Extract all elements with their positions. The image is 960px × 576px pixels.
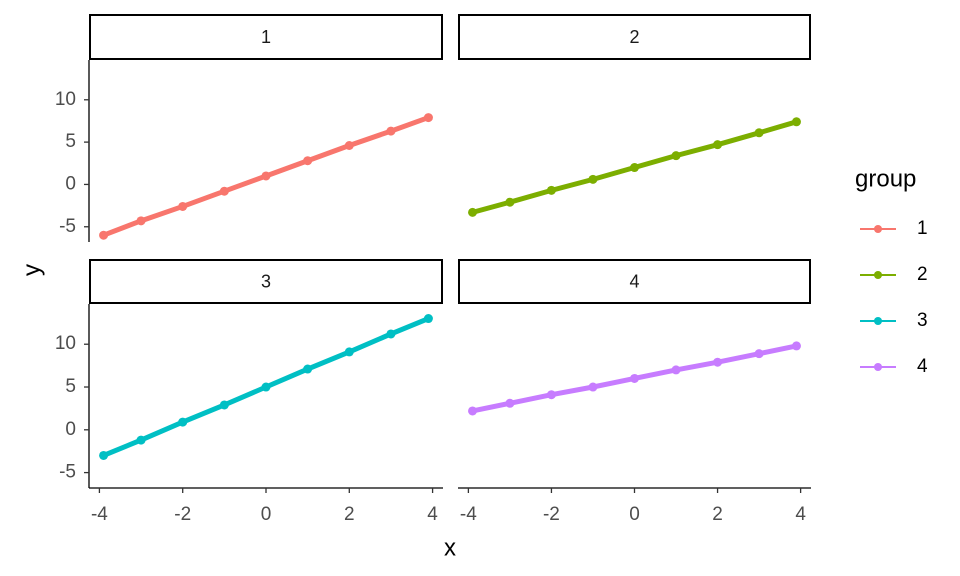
y-tick-label: 10 — [55, 333, 76, 354]
legend-label: 2 — [917, 264, 928, 285]
point — [588, 174, 598, 184]
point — [713, 140, 723, 150]
point — [754, 349, 764, 359]
x-tick-label: 2 — [344, 504, 355, 525]
x-axis-label: x — [444, 534, 456, 561]
point — [303, 156, 313, 166]
legend-title: group — [855, 165, 916, 192]
point — [630, 163, 639, 173]
y-tick-label: 0 — [65, 173, 76, 194]
facet-strip — [458, 259, 811, 304]
y-tick-label: -5 — [59, 462, 76, 483]
point — [671, 151, 681, 161]
point — [219, 400, 229, 410]
facet-label: 3 — [261, 271, 271, 291]
x-tick-label: -2 — [174, 504, 191, 525]
x-tick-label: -4 — [91, 504, 108, 525]
y-tick-label: 5 — [65, 131, 76, 152]
point — [671, 365, 681, 375]
point — [344, 140, 354, 150]
point — [386, 329, 396, 339]
point — [505, 398, 515, 408]
facet-label: 2 — [629, 27, 639, 47]
x-tick-label: 0 — [629, 504, 640, 525]
point — [791, 341, 801, 351]
point — [423, 314, 433, 324]
point — [546, 185, 556, 195]
legend-label: 4 — [917, 356, 928, 377]
point — [505, 197, 515, 207]
point — [136, 216, 146, 226]
legend-key-point — [874, 271, 882, 279]
point — [423, 113, 433, 123]
point — [791, 117, 801, 127]
x-tick-label: 2 — [712, 504, 723, 525]
x-tick-label: -4 — [460, 504, 477, 525]
y-tick-label: 0 — [65, 419, 76, 440]
y-tick-label: 10 — [55, 89, 76, 110]
point — [468, 406, 478, 416]
facet-label: 4 — [629, 271, 639, 291]
point — [630, 373, 639, 383]
point — [386, 126, 396, 136]
x-tick-label: -2 — [543, 504, 560, 525]
facet-strip — [89, 259, 443, 304]
facet-strip — [458, 14, 811, 60]
facet-label: 1 — [261, 27, 271, 47]
y-tick-label: -5 — [59, 216, 76, 237]
point — [136, 435, 146, 445]
point — [99, 230, 109, 240]
point — [219, 186, 229, 196]
point — [588, 382, 598, 392]
legend-label: 1 — [917, 218, 928, 239]
point — [261, 171, 271, 181]
point — [713, 357, 723, 367]
x-tick-label: 0 — [261, 504, 272, 525]
x-tick-label: 4 — [427, 504, 438, 525]
point — [178, 201, 188, 211]
y-tick-label: 5 — [65, 376, 76, 397]
legend-key-point — [874, 317, 882, 325]
legend-key-point — [874, 225, 882, 233]
point — [303, 364, 313, 374]
legend-key-point — [874, 363, 882, 371]
point — [468, 207, 478, 217]
point — [344, 347, 354, 357]
point — [99, 450, 109, 460]
legend-label: 3 — [917, 310, 928, 331]
y-axis-label: y — [18, 264, 45, 276]
point — [546, 390, 556, 400]
point — [754, 128, 764, 138]
point — [178, 417, 188, 427]
x-tick-label: 4 — [795, 504, 806, 525]
point — [261, 382, 271, 392]
facet-strip — [89, 14, 443, 60]
